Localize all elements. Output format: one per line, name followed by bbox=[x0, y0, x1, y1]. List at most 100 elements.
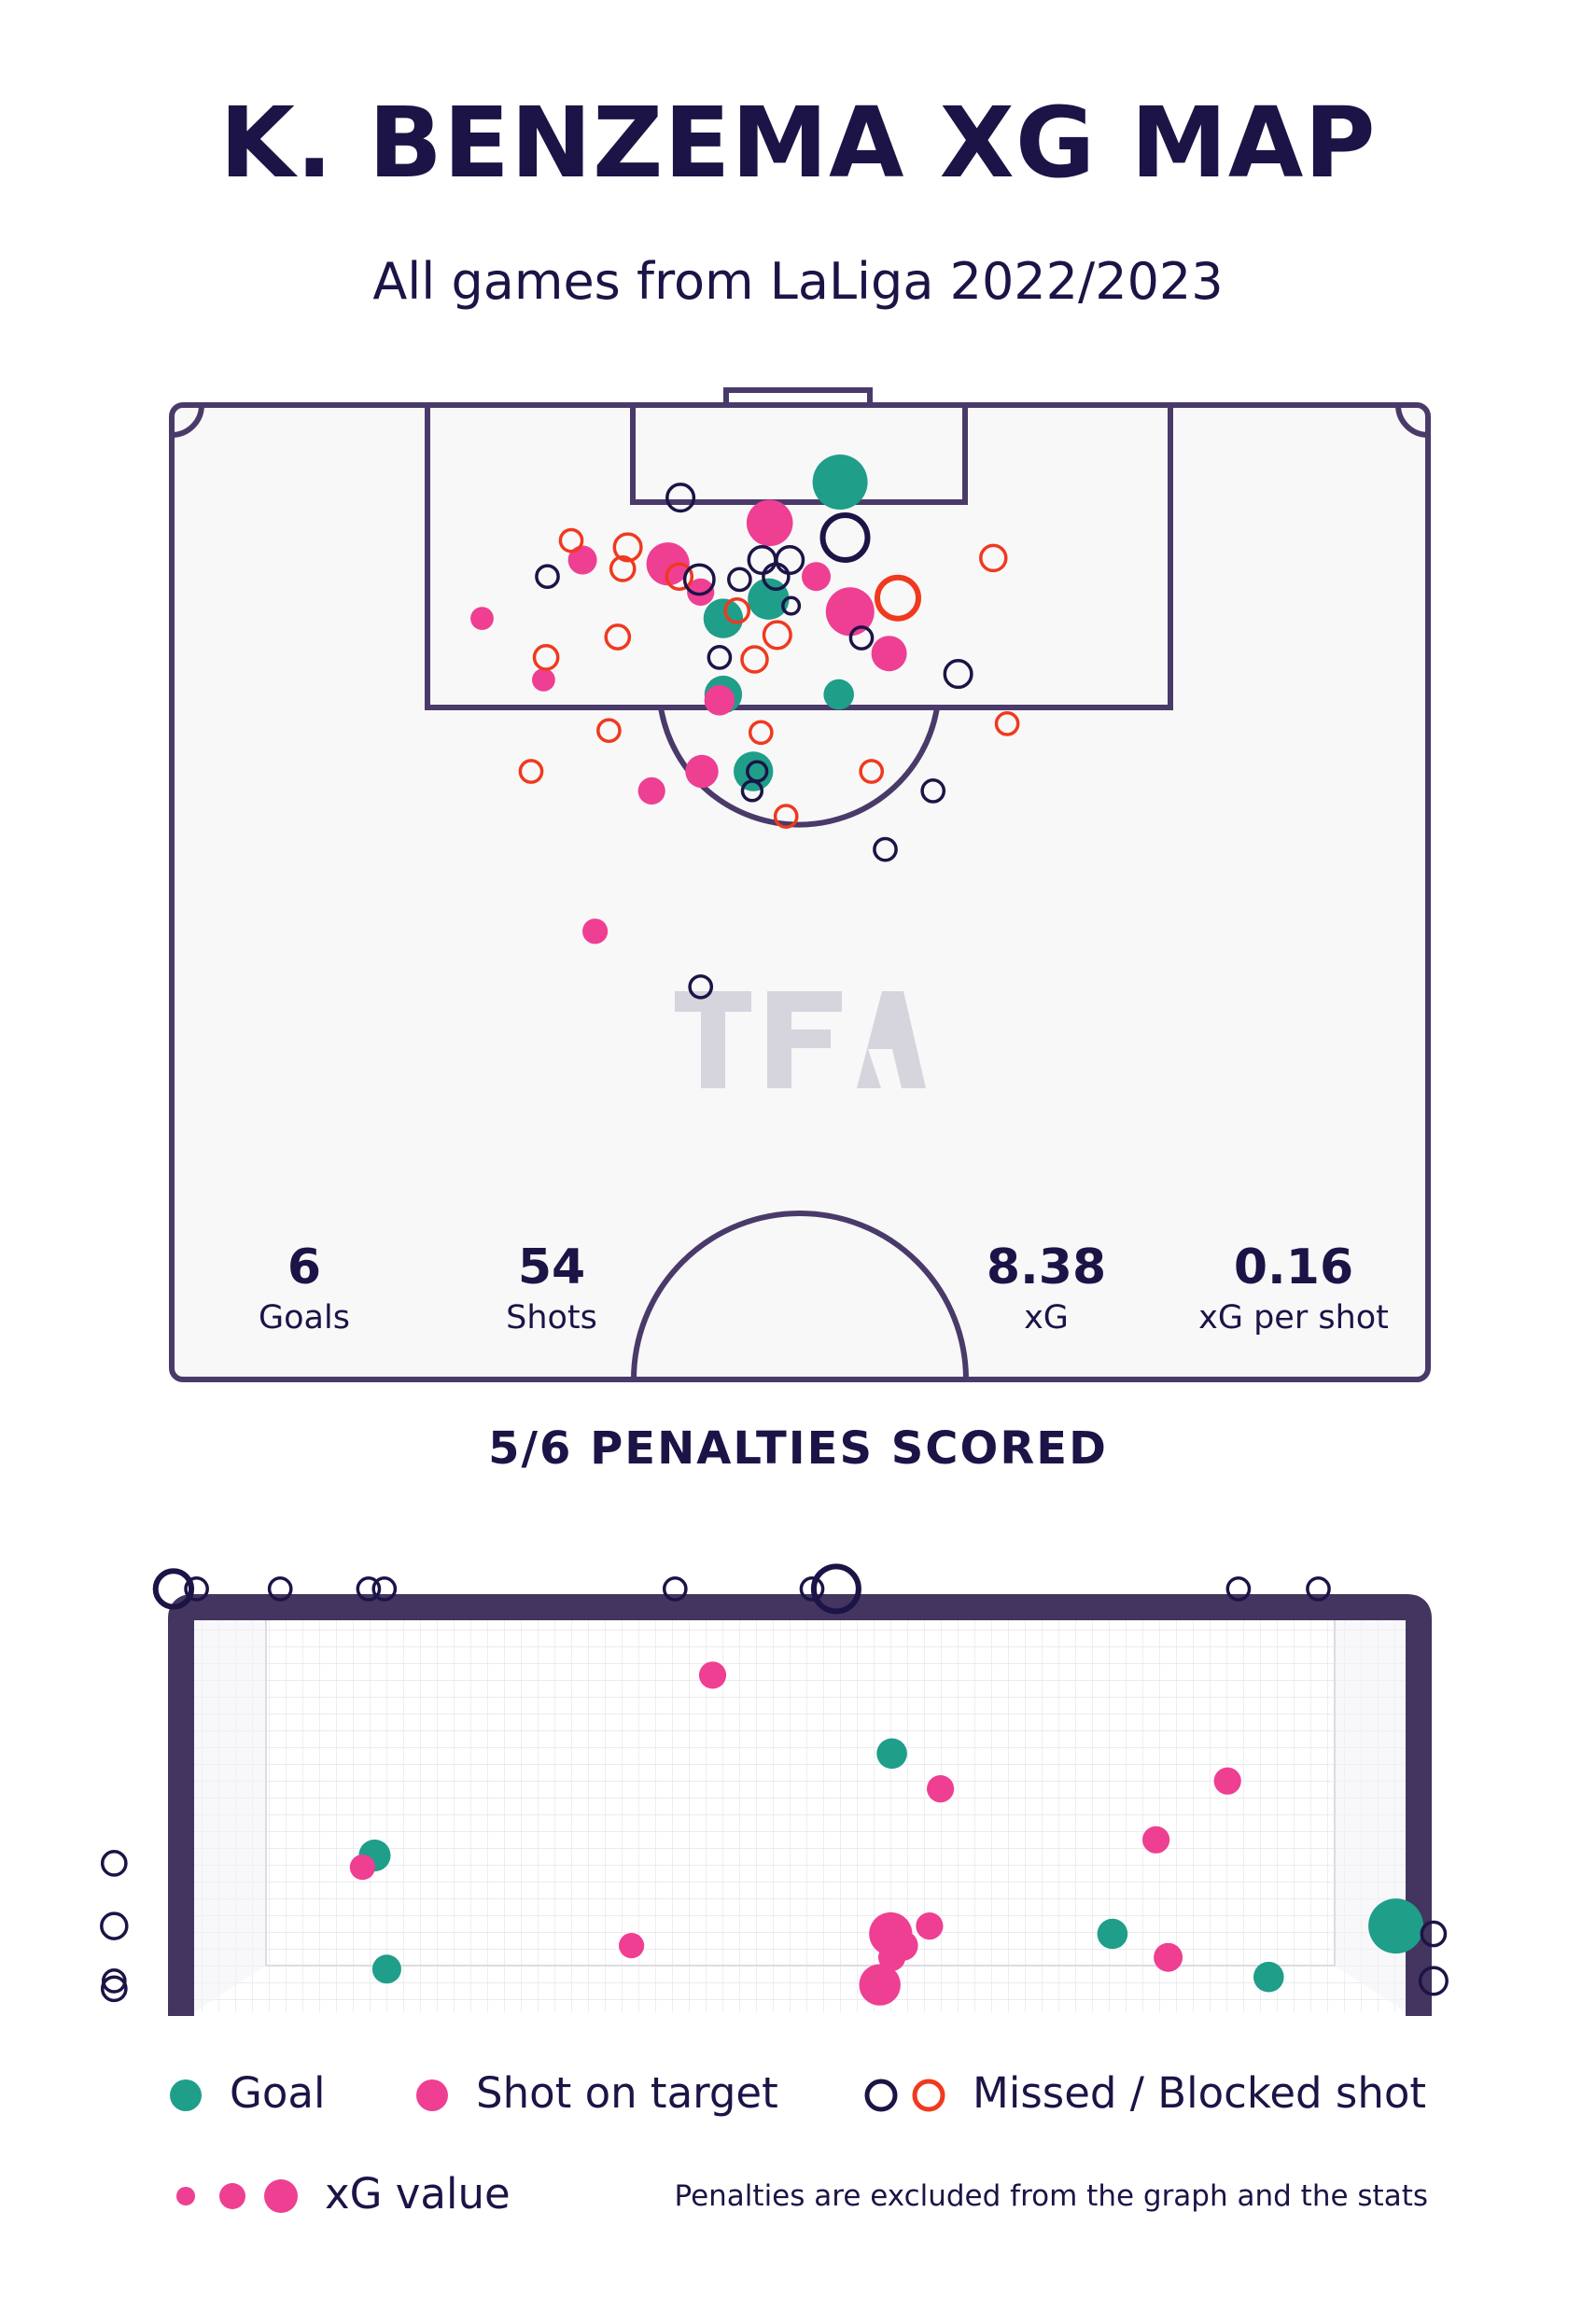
legend-xg-label: xG value bbox=[325, 2169, 511, 2219]
goal-mouth-missed bbox=[1418, 1966, 1449, 1996]
shot-on-target bbox=[825, 587, 875, 637]
shot-missed bbox=[682, 563, 716, 596]
stat-shots-label: Shots bbox=[506, 1299, 597, 1337]
shot-on-target bbox=[567, 545, 597, 575]
shot-blocked bbox=[773, 804, 799, 829]
page-subtitle: All games from LaLiga 2022/2023 bbox=[372, 252, 1224, 311]
goal-mouth-goal bbox=[876, 1738, 907, 1770]
shot-on-target bbox=[470, 607, 494, 630]
goal-mouth-missed bbox=[371, 1576, 398, 1602]
goal-mouth-on-target bbox=[1142, 1826, 1170, 1854]
shot-goal bbox=[734, 751, 774, 791]
goal-mouth-on-target bbox=[878, 1943, 906, 1971]
goal-mouth-missed bbox=[100, 1911, 129, 1940]
shot-on-target bbox=[802, 562, 831, 592]
shot-on-target bbox=[687, 578, 715, 607]
shot-on-target bbox=[704, 685, 735, 716]
watermark-t-stem bbox=[701, 991, 725, 1088]
goal-mouth-missed bbox=[1420, 1920, 1448, 1948]
goal-mouth-missed bbox=[184, 1576, 209, 1602]
legend-goal-label: Goal bbox=[230, 2068, 326, 2118]
goal-mouth-missed bbox=[356, 1576, 382, 1602]
goal-mouth-on-target bbox=[698, 1661, 727, 1689]
shot-missed bbox=[762, 562, 791, 591]
goal-mouth-goal bbox=[1253, 1961, 1284, 1993]
shot-on-target bbox=[746, 499, 793, 547]
shot-blocked bbox=[748, 720, 774, 746]
shot-missed bbox=[920, 778, 946, 804]
legend-xg-large bbox=[264, 2179, 298, 2213]
shot-map-chart bbox=[169, 387, 1431, 1382]
shot-markers bbox=[470, 455, 1020, 1000]
shot-goal bbox=[812, 455, 868, 510]
shot-on-target bbox=[582, 918, 609, 945]
shot-blocked bbox=[875, 574, 921, 622]
watermark-f-mid bbox=[767, 1029, 831, 1048]
shot-missed bbox=[781, 595, 802, 616]
shot-blocked bbox=[762, 620, 792, 651]
shot-missed bbox=[727, 567, 752, 593]
shot-blocked bbox=[994, 711, 1020, 736]
legend-on-target-label: Shot on target bbox=[476, 2068, 778, 2118]
goal-mouth-on-target bbox=[927, 1775, 955, 1803]
stat-goals-label: Goals bbox=[259, 1299, 350, 1337]
goal-mouth-goal bbox=[1097, 1918, 1128, 1950]
stat-goals: 6 Goals bbox=[164, 1239, 444, 1340]
shot-blocked bbox=[609, 555, 637, 582]
legend-missed-marker bbox=[864, 2079, 898, 2112]
stat-xg-per-shot-label: xG per shot bbox=[1198, 1299, 1389, 1337]
penalties-scored: 5/6 PENALTIES SCORED bbox=[488, 1422, 1108, 1475]
goal-shot-markers bbox=[100, 1563, 1449, 2006]
shot-blocked bbox=[558, 527, 584, 553]
corner-arc-right bbox=[1395, 404, 1429, 438]
penalty-arc bbox=[658, 707, 940, 828]
shot-blocked bbox=[518, 759, 544, 784]
goal-mouth-missed bbox=[267, 1576, 293, 1602]
shot-blocked bbox=[604, 623, 632, 651]
stat-xg-per-shot-value: 0.16 bbox=[1233, 1239, 1354, 1295]
shot-missed bbox=[873, 836, 898, 862]
goal bbox=[723, 387, 873, 408]
goal-mouth-missed bbox=[1225, 1576, 1252, 1602]
shot-on-target bbox=[871, 636, 907, 672]
goal-mouth-on-target bbox=[1154, 1942, 1183, 1972]
shot-blocked bbox=[612, 532, 643, 563]
goal-mouth-missed bbox=[1306, 1576, 1331, 1602]
watermark-f-top bbox=[767, 991, 842, 1012]
shot-blocked bbox=[723, 596, 751, 624]
legend-xg-small bbox=[176, 2187, 195, 2205]
legend-on-target-marker bbox=[416, 2079, 448, 2111]
shot-missed bbox=[819, 512, 871, 563]
goal-mouth-missed bbox=[799, 1576, 825, 1602]
goal-mouth-missed bbox=[100, 1850, 128, 1877]
goal-frame bbox=[168, 1594, 1432, 2016]
shot-blocked bbox=[665, 562, 694, 591]
goal-mouth-on-target bbox=[859, 1964, 901, 2006]
watermark-a bbox=[857, 991, 926, 1088]
goal-mouth-on-target bbox=[1213, 1767, 1241, 1795]
stat-xg: 8.38 xG bbox=[906, 1239, 1186, 1340]
goal-mouth-on-target bbox=[916, 1912, 944, 1940]
shot-blocked bbox=[740, 645, 769, 674]
legend-missed-label: Missed / Blocked shot bbox=[973, 2068, 1427, 2118]
stat-shots: 54 Shots bbox=[412, 1239, 692, 1340]
shot-missed bbox=[848, 625, 875, 651]
legend-goal-marker bbox=[170, 2079, 202, 2111]
shot-missed bbox=[688, 973, 714, 1000]
page-title: K. BENZEMA XG MAP bbox=[219, 86, 1377, 200]
shot-missed bbox=[943, 659, 973, 690]
goal-mouth-goal bbox=[371, 1954, 401, 1984]
shot-on-target bbox=[685, 754, 719, 789]
stat-xg-label: xG bbox=[1024, 1299, 1069, 1337]
shot-blocked bbox=[596, 718, 622, 744]
shot-missed bbox=[707, 645, 733, 670]
goal-mouth-missed bbox=[662, 1576, 688, 1602]
goal-mouth-missed bbox=[100, 1975, 128, 2003]
penalty-note: Penalties are excluded from the graph an… bbox=[674, 2179, 1429, 2213]
shot-missed bbox=[740, 779, 764, 803]
shot-on-target bbox=[532, 668, 555, 692]
stat-shots-value: 54 bbox=[517, 1239, 586, 1295]
shot-missed bbox=[665, 483, 696, 513]
corner-arc-left bbox=[171, 404, 204, 438]
